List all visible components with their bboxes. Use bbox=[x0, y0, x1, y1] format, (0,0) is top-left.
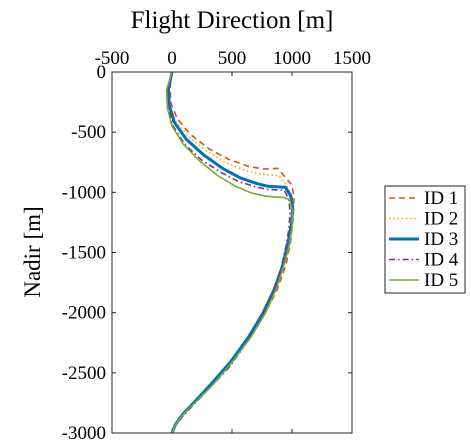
y-tick-label-2: -1000 bbox=[62, 182, 106, 203]
y-tick-label-0: 0 bbox=[97, 62, 107, 83]
chart-title: Flight Direction [m] bbox=[131, 7, 334, 34]
x-tick-group: -500 0 500 1000 1500 bbox=[95, 48, 371, 433]
x-tick-label-1: 0 bbox=[167, 48, 177, 69]
legend-label-3: ID 3 bbox=[424, 229, 458, 250]
series-line-3 bbox=[166, 71, 295, 434]
y-tick-label-4: -2000 bbox=[62, 303, 106, 324]
legend-label-5: ID 5 bbox=[424, 270, 458, 291]
series-line-5 bbox=[165, 71, 294, 434]
series-line-2 bbox=[168, 71, 295, 434]
y-tick-label-5: -2500 bbox=[62, 363, 106, 384]
plot-area-frame bbox=[111, 71, 353, 434]
legend-label-4: ID 4 bbox=[424, 250, 459, 271]
y-tick-label-1: -500 bbox=[71, 122, 106, 143]
legend-label-1: ID 1 bbox=[424, 188, 458, 209]
legend: ID 1ID 2ID 3ID 4ID 5 bbox=[384, 185, 466, 294]
series-line-4 bbox=[166, 71, 291, 434]
y-tick-group: 0 -500 -1000 -1500 -2000 -2500 -3000 bbox=[62, 62, 352, 444]
x-tick-label-3: 1000 bbox=[273, 48, 311, 69]
y-axis-label: Nadir [m] bbox=[20, 206, 45, 297]
x-tick-label-0: -500 bbox=[95, 48, 130, 69]
series-group bbox=[165, 71, 295, 434]
legend-label-2: ID 2 bbox=[424, 209, 458, 230]
x-tick-label-2: 500 bbox=[218, 48, 247, 69]
y-tick-label-6: -3000 bbox=[62, 423, 106, 444]
series-line-1 bbox=[169, 71, 295, 434]
x-tick-label-4: 1500 bbox=[333, 48, 371, 69]
y-tick-label-3: -1500 bbox=[62, 243, 106, 264]
